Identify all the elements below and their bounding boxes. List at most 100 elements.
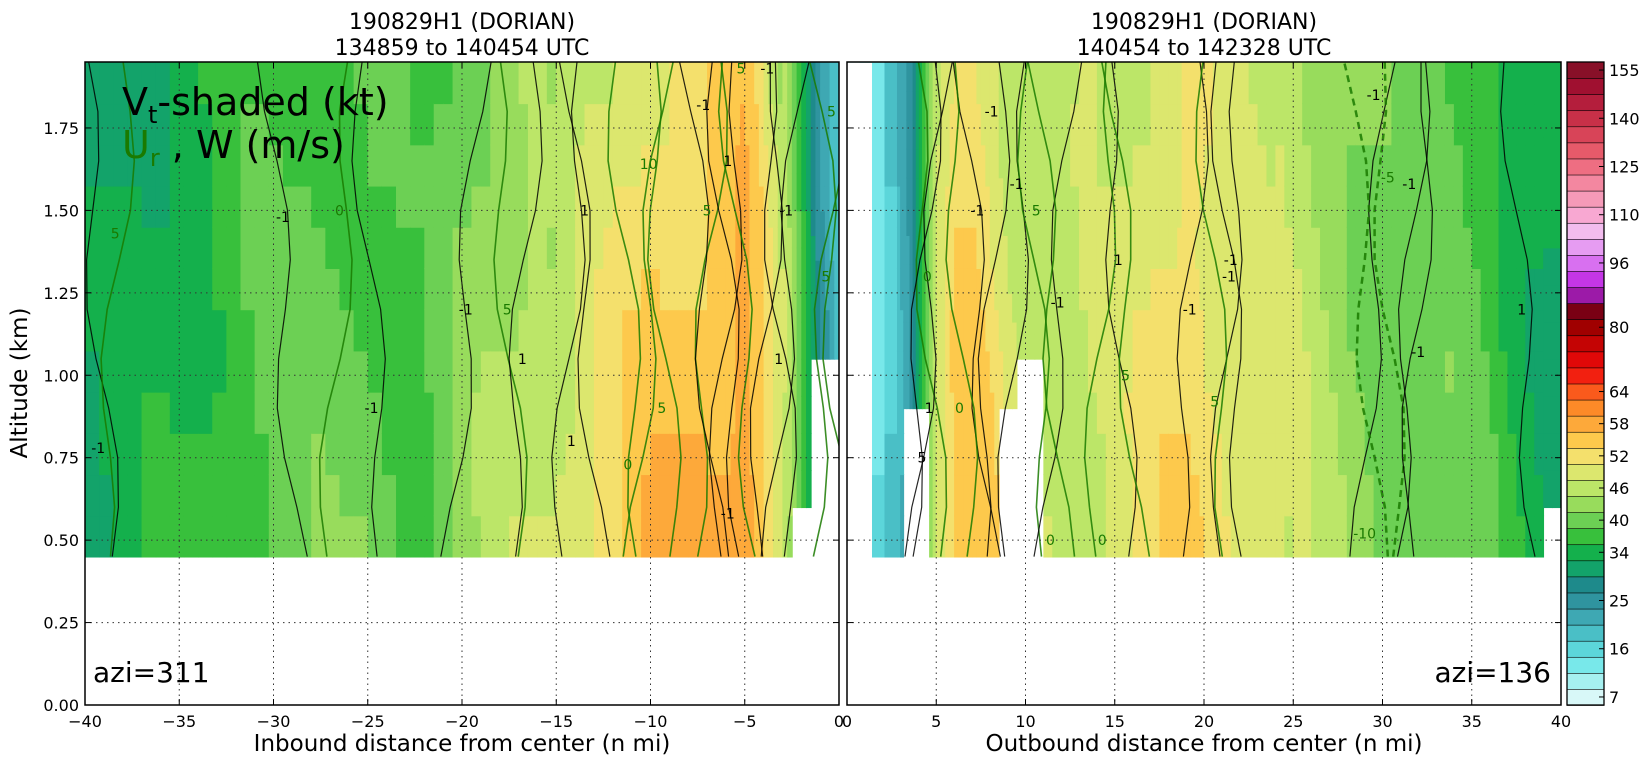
right-vt-cell	[1141, 144, 1152, 187]
right-vt-cell	[1328, 62, 1339, 105]
right-vt-cell	[871, 268, 886, 311]
left-vt-cell	[688, 226, 699, 269]
left-vt-cell	[339, 62, 355, 105]
right-vt-cell	[1382, 350, 1393, 393]
left-vt-cell	[768, 185, 774, 228]
right-vt-cell	[1436, 391, 1446, 434]
right-vt-cell	[940, 62, 947, 105]
left-contour-label: 5	[737, 62, 746, 78]
right-vt-cell	[918, 350, 923, 381]
left-vt-cell	[297, 432, 313, 476]
right-vt-cell	[1248, 515, 1259, 558]
left-vt-cell	[99, 62, 115, 105]
colorbar-swatch	[1566, 543, 1605, 562]
right-vt-cell	[1302, 185, 1312, 228]
left-vt-cell	[339, 350, 355, 393]
left-vt-cell	[546, 144, 558, 187]
left-vt-cell	[527, 309, 539, 352]
right-vt-cell	[1168, 268, 1174, 311]
left-vt-cell	[565, 62, 576, 105]
right-contour-line	[1016, 62, 1051, 557]
right-vt-cell	[1204, 103, 1214, 146]
left-vt-cell	[537, 391, 548, 434]
right-vt-cell	[900, 432, 905, 476]
left-vt-cell	[603, 62, 614, 105]
left-vt-cell	[433, 432, 445, 476]
colorbar-tick-label: 110	[1609, 206, 1640, 225]
left-vt-cell	[410, 309, 426, 352]
right-vt-cell	[1418, 144, 1429, 187]
left-vt-cell	[754, 515, 760, 558]
right-vt-cell	[918, 177, 923, 208]
right-vt-cell	[1003, 62, 1009, 92]
right-vt-cell	[1195, 474, 1201, 517]
right-vt-cell	[1391, 309, 1402, 352]
left-vt-cell	[758, 432, 765, 476]
left-vt-cell	[410, 62, 426, 105]
right-contour-label: 5	[918, 451, 927, 467]
right-vt-cell	[980, 350, 987, 393]
right-vt-cell	[1400, 226, 1411, 269]
left-vt-cell	[744, 474, 751, 517]
right-contour-label: 1	[1114, 253, 1123, 269]
left-contour-label: -1	[721, 507, 735, 523]
right-vt-cell	[1061, 515, 1072, 558]
left-vt-cell	[452, 144, 463, 187]
left-vt-cell	[490, 432, 501, 476]
left-contour-line	[679, 62, 730, 557]
right-vt-cell	[1190, 350, 1196, 393]
right-vt-cell	[1168, 474, 1174, 517]
left-vt-cell	[796, 284, 803, 323]
left-vt-cell	[226, 268, 242, 311]
right-vt-cell	[1025, 86, 1036, 113]
left-vt-cell	[791, 173, 798, 212]
left-vt-cell	[593, 350, 605, 393]
right-vt-cell	[1266, 350, 1277, 393]
right-vt-cell	[1409, 144, 1420, 187]
right-vt-cell	[1105, 144, 1116, 187]
left-contour-line	[558, 62, 611, 557]
right-vt-cell	[1355, 474, 1366, 517]
colorbar-swatch	[1566, 399, 1605, 417]
right-vt-cell	[906, 350, 911, 381]
right-vt-cell	[1320, 309, 1330, 352]
right-vt-cell	[1070, 185, 1080, 228]
right-vt-cell	[1471, 350, 1482, 393]
right-vt-cell	[1016, 185, 1022, 212]
right-vt-cell	[949, 185, 955, 228]
right-vt-cell	[998, 119, 1005, 150]
right-vt-cell	[954, 185, 960, 228]
right-vt-cell	[1275, 432, 1286, 476]
right-vt-cell	[976, 62, 982, 105]
right-vt-cell	[980, 144, 987, 187]
colorbar-swatch	[1566, 367, 1605, 385]
left-vt-cell	[782, 62, 789, 105]
right-vt-cell	[1257, 62, 1268, 105]
right-vt-cell	[1320, 103, 1330, 146]
right-vt-cell	[1181, 391, 1188, 434]
right-vt-cell	[1364, 103, 1375, 146]
right-vt-cell	[1257, 144, 1268, 187]
right-vt-cell	[932, 391, 938, 434]
right-vt-cell	[1105, 515, 1116, 558]
right-vt-cell	[1462, 62, 1473, 105]
right-vt-cell	[1181, 309, 1188, 352]
right-vt-cell	[1552, 136, 1561, 175]
y-axis-label: Altitude (km)	[7, 308, 33, 459]
left-vt-cell	[829, 334, 836, 360]
right-vt-cell	[1498, 474, 1509, 517]
left-vt-cell	[198, 474, 214, 517]
left-vt-cell	[155, 350, 171, 393]
right-vt-cell	[998, 206, 1005, 237]
left-vt-cell	[810, 235, 817, 261]
right-vt-cell	[1070, 309, 1080, 352]
left-vt-cell	[452, 515, 463, 558]
left-vt-cell	[565, 268, 576, 311]
left-vt-cell	[622, 103, 633, 146]
left-vt-cell	[801, 210, 807, 249]
right-vt-cell	[900, 185, 905, 228]
left-contour-line	[551, 62, 586, 557]
right-vt-cell	[915, 148, 920, 179]
left-vt-cell	[268, 474, 284, 517]
